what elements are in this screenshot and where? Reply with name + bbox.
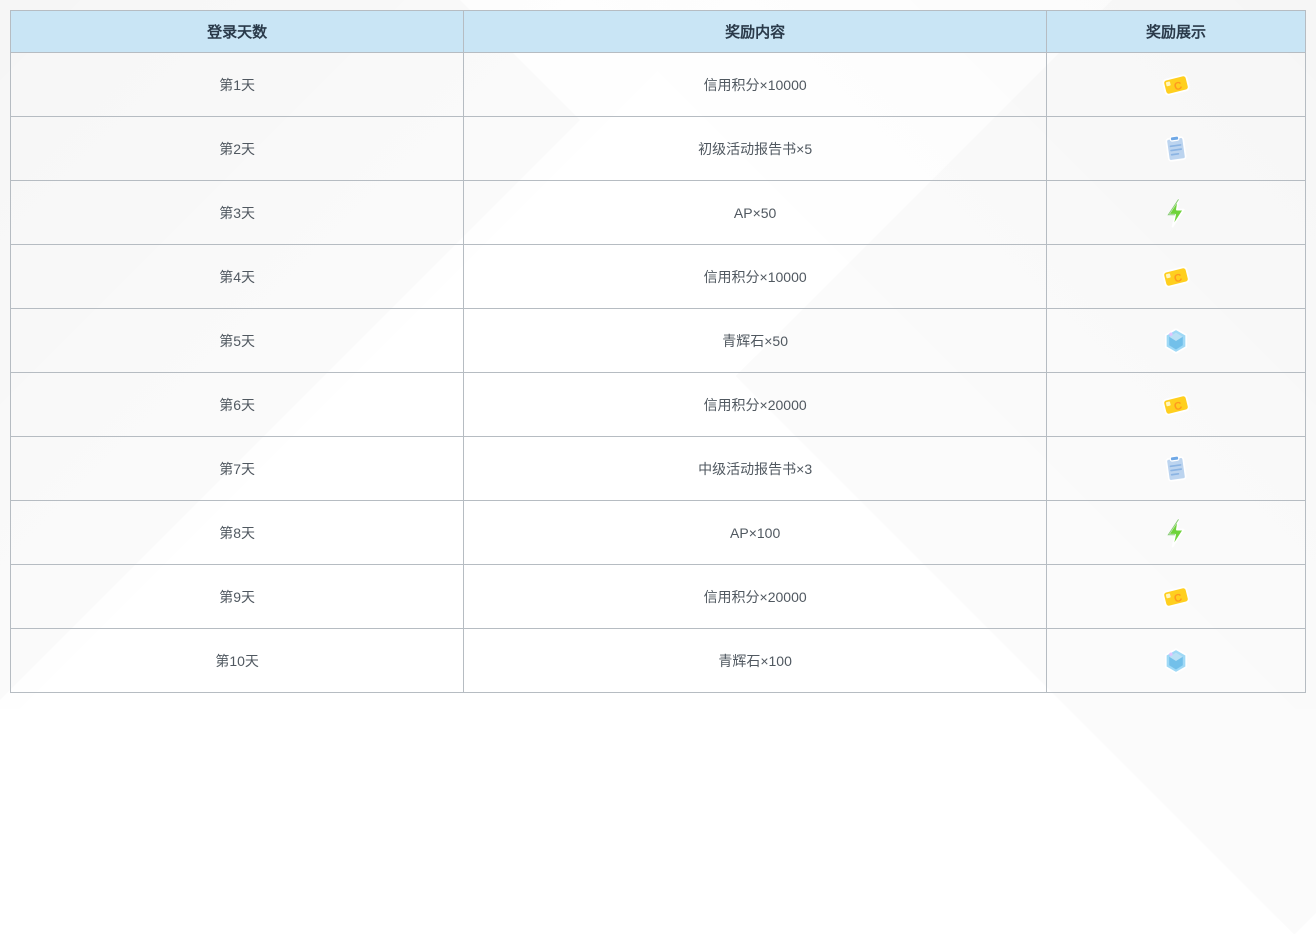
login-rewards-table: 登录天数 奖励内容 奖励展示 第1天信用积分×10000C第2天初级活动报告书×… xyxy=(10,10,1306,693)
day-cell: 第4天 xyxy=(11,245,464,309)
table-header-row: 登录天数 奖励内容 奖励展示 xyxy=(11,11,1306,53)
reward-item-cell: 青辉石×50 xyxy=(464,309,1047,373)
table-row: 第7天中级活动报告书×3 xyxy=(11,437,1306,501)
reward-item-cell: AP×50 xyxy=(464,181,1047,245)
day-cell: 第10天 xyxy=(11,629,464,693)
table-row: 第6天信用积分×20000 C xyxy=(11,373,1306,437)
reward-icon-cell xyxy=(1047,117,1306,181)
reward-item-cell: 信用积分×10000 xyxy=(464,53,1047,117)
reward-icon-cell xyxy=(1047,629,1306,693)
ap-bolt-icon xyxy=(1159,523,1193,539)
reward-icon-cell: C xyxy=(1047,373,1306,437)
col-header-item: 奖励内容 xyxy=(464,11,1047,53)
reward-icon-cell: C xyxy=(1047,565,1306,629)
report-icon xyxy=(1159,139,1193,155)
reward-item-cell: 信用积分×20000 xyxy=(464,565,1047,629)
table-row: 第4天信用积分×10000 C xyxy=(11,245,1306,309)
credit-card-icon: C xyxy=(1159,587,1193,603)
table-row: 第1天信用积分×10000 C xyxy=(11,53,1306,117)
reward-item-cell: 初级活动报告书×5 xyxy=(464,117,1047,181)
col-header-icon: 奖励展示 xyxy=(1047,11,1306,53)
reward-icon-cell xyxy=(1047,309,1306,373)
reward-icon-cell xyxy=(1047,501,1306,565)
reward-item-cell: AP×100 xyxy=(464,501,1047,565)
day-cell: 第1天 xyxy=(11,53,464,117)
table-row: 第8天AP×100 xyxy=(11,501,1306,565)
gem-icon xyxy=(1159,651,1193,667)
day-cell: 第3天 xyxy=(11,181,464,245)
day-cell: 第6天 xyxy=(11,373,464,437)
reward-icon-cell: C xyxy=(1047,53,1306,117)
reward-item-cell: 青辉石×100 xyxy=(464,629,1047,693)
day-cell: 第7天 xyxy=(11,437,464,501)
table-row: 第10天青辉石×100 xyxy=(11,629,1306,693)
reward-item-cell: 信用积分×10000 xyxy=(464,245,1047,309)
day-cell: 第9天 xyxy=(11,565,464,629)
table-row: 第3天AP×50 xyxy=(11,181,1306,245)
reward-item-cell: 中级活动报告书×3 xyxy=(464,437,1047,501)
reward-icon-cell xyxy=(1047,181,1306,245)
day-cell: 第2天 xyxy=(11,117,464,181)
reward-item-cell: 信用积分×20000 xyxy=(464,373,1047,437)
day-cell: 第8天 xyxy=(11,501,464,565)
table-row: 第2天初级活动报告书×5 xyxy=(11,117,1306,181)
table-row: 第5天青辉石×50 xyxy=(11,309,1306,373)
table-row: 第9天信用积分×20000 C xyxy=(11,565,1306,629)
credit-card-icon: C xyxy=(1159,75,1193,91)
gem-icon xyxy=(1159,331,1193,347)
ap-bolt-icon xyxy=(1159,203,1193,219)
reward-icon-cell xyxy=(1047,437,1306,501)
col-header-day: 登录天数 xyxy=(11,11,464,53)
credit-card-icon: C xyxy=(1159,395,1193,411)
reward-icon-cell: C xyxy=(1047,245,1306,309)
report-icon xyxy=(1159,459,1193,475)
credit-card-icon: C xyxy=(1159,267,1193,283)
day-cell: 第5天 xyxy=(11,309,464,373)
